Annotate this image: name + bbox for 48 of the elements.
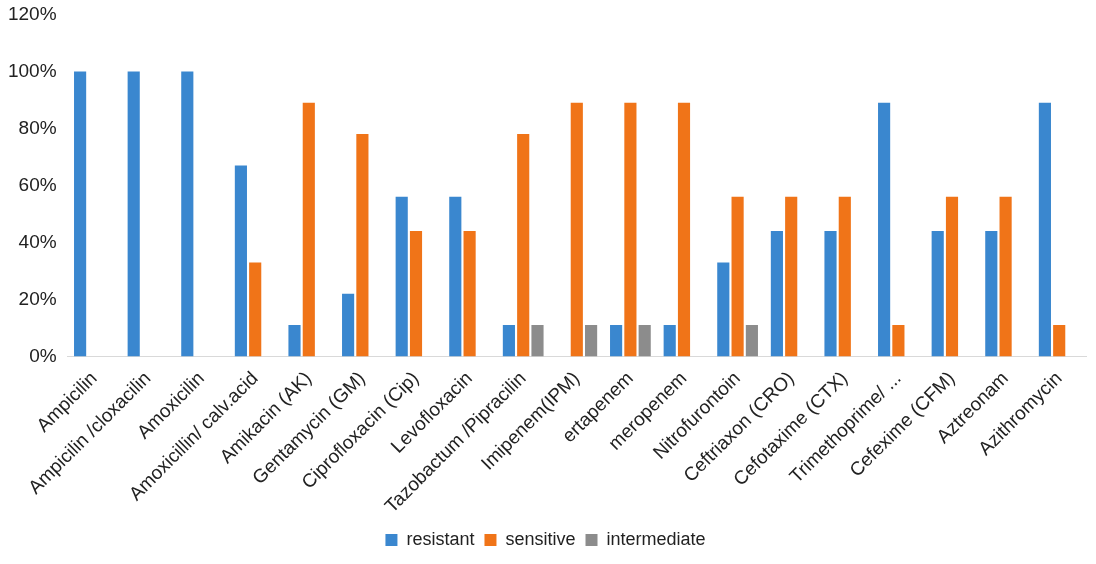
bar (824, 231, 837, 357)
y-tick-label: 40% (18, 230, 57, 252)
bar (717, 262, 730, 357)
bar (1038, 102, 1051, 357)
legend-label: intermediate (606, 528, 706, 549)
y-tick-label: 120% (7, 2, 57, 24)
bar (74, 71, 87, 357)
y-tick-label: 100% (7, 59, 57, 81)
y-tick-label: 0% (29, 344, 57, 366)
bar (892, 325, 905, 357)
bar (234, 165, 247, 357)
bar (502, 325, 515, 357)
bar (342, 293, 355, 357)
y-tick-label: 80% (18, 116, 57, 138)
bar (663, 325, 676, 357)
bar (931, 231, 944, 357)
bar (999, 196, 1012, 357)
bar (624, 102, 637, 357)
bar (945, 196, 959, 357)
bar (677, 102, 691, 357)
bar (302, 102, 315, 357)
bar (181, 71, 194, 357)
legend-label: resistant (406, 528, 475, 549)
bar (449, 196, 462, 357)
bar (249, 262, 262, 357)
bar (785, 196, 798, 357)
y-tick-label: 20% (18, 287, 57, 309)
bar (745, 325, 758, 357)
bar (585, 325, 598, 357)
bar (409, 231, 423, 357)
bar (638, 325, 651, 357)
legend-label: sensitive (505, 528, 576, 549)
bar (878, 102, 891, 357)
bar (731, 196, 744, 357)
bar (985, 231, 998, 357)
bar (770, 231, 783, 357)
bar (610, 325, 623, 357)
bar (838, 196, 851, 357)
bar (356, 134, 369, 357)
bar (395, 196, 408, 357)
bar (517, 134, 530, 357)
bar (288, 325, 301, 357)
bar (570, 102, 583, 357)
y-tick-label: 60% (18, 173, 57, 195)
bar (531, 325, 544, 357)
bar (127, 71, 140, 357)
bar (463, 231, 476, 357)
bar (1053, 325, 1066, 357)
